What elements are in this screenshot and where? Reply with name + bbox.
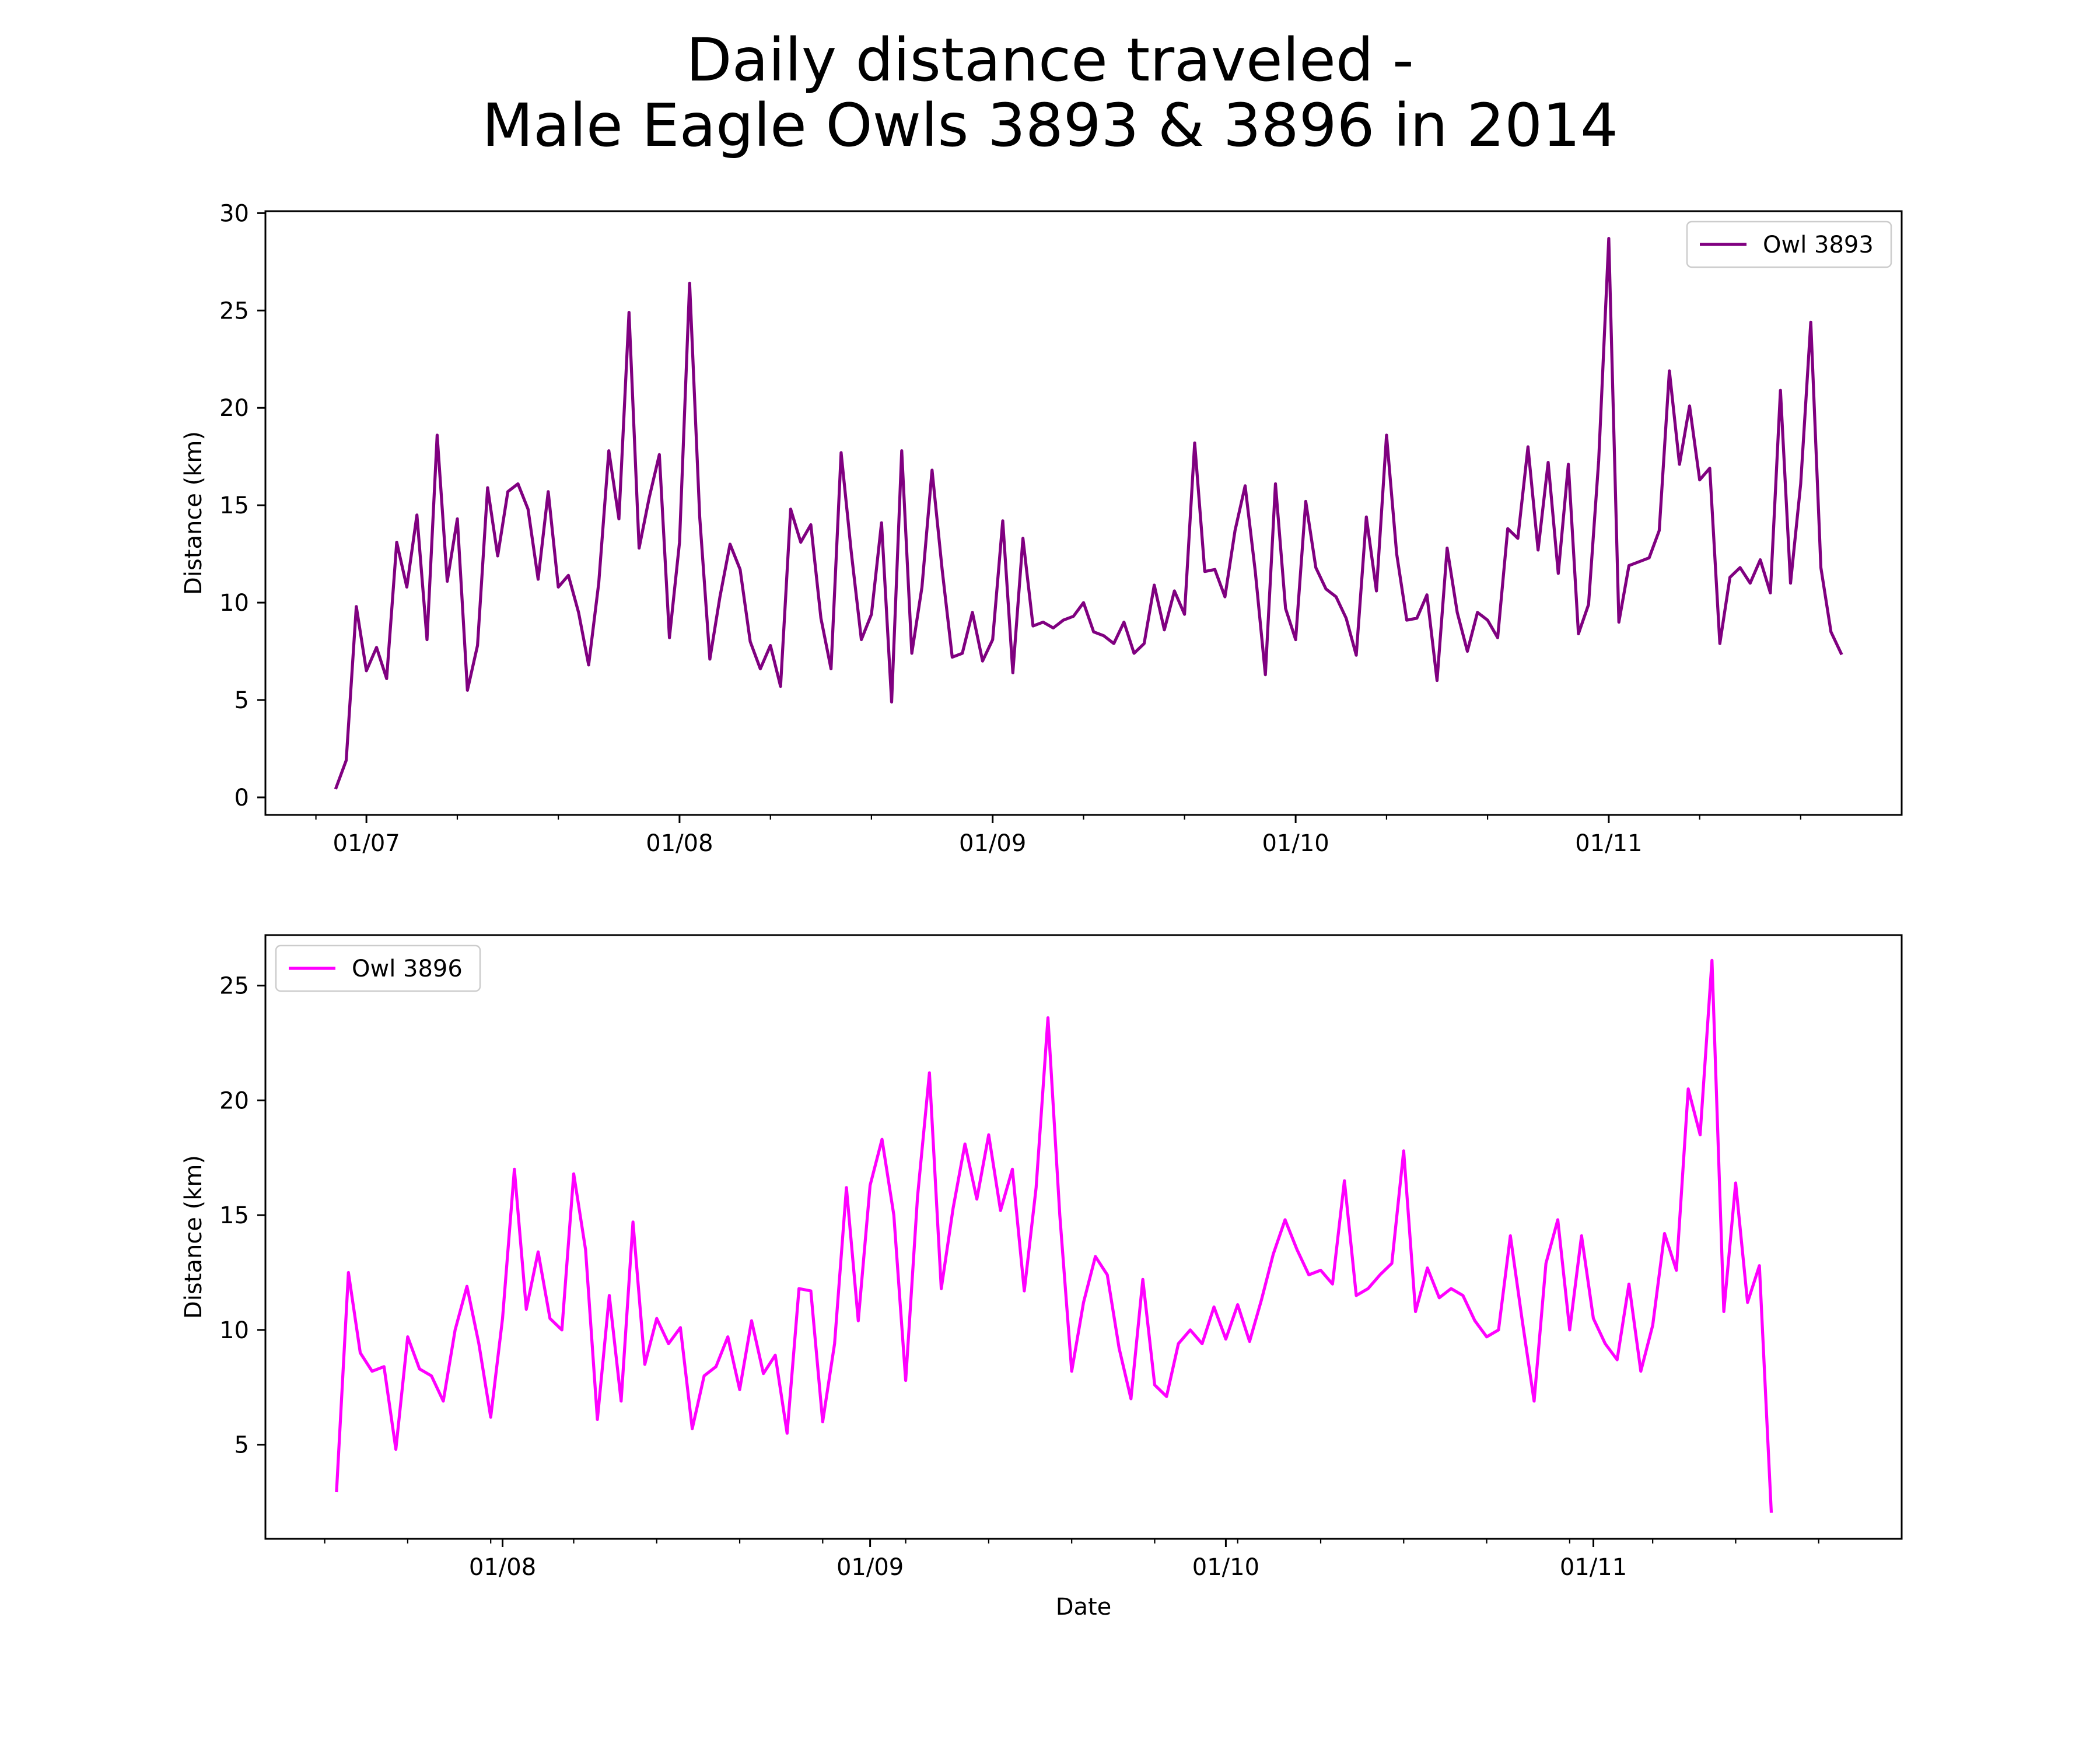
x-tick-label: 01/08 bbox=[469, 1554, 536, 1581]
y-tick-label: 10 bbox=[219, 1317, 249, 1344]
x-tick-label: 01/10 bbox=[1262, 830, 1329, 857]
y-tick-label: 0 bbox=[235, 785, 249, 811]
y-tick-label: 25 bbox=[219, 973, 249, 1000]
y-tick-label: 15 bbox=[219, 1202, 249, 1229]
x-tick-label: 01/10 bbox=[1192, 1554, 1259, 1581]
x-tick-label: 01/09 bbox=[959, 830, 1026, 857]
y-tick-label: 20 bbox=[219, 395, 249, 422]
y-tick-label: 25 bbox=[219, 298, 249, 324]
y-tick-label: 15 bbox=[219, 492, 249, 519]
x-tick-label: 01/09 bbox=[836, 1554, 904, 1581]
legend-label: Owl 3893 bbox=[1763, 232, 1874, 258]
legend: Owl 3896 bbox=[275, 944, 481, 992]
legend: Owl 3893 bbox=[1686, 220, 1892, 268]
legend-box bbox=[1686, 220, 1892, 268]
y-tick-label: 5 bbox=[235, 1432, 249, 1459]
bottom-panel-owl-3896: 5 10 15 20 25 01/08 01/09 01/10 01/11 Distance (k… bbox=[180, 934, 1903, 1620]
top-panel-owl-3893: 0 5 10 15 20 25 30 01/07 01/08 01/09 01/10 01/11 Dis… bbox=[180, 200, 1903, 857]
y-axis-label: Distance (km) bbox=[180, 431, 207, 595]
y-tick-label: 30 bbox=[219, 200, 249, 227]
x-tick-label: 01/08 bbox=[646, 830, 713, 857]
legend-box bbox=[275, 944, 481, 992]
x-axis-label: Date bbox=[1056, 1594, 1112, 1620]
x-tick-label: 01/11 bbox=[1560, 1554, 1627, 1581]
series-line-owl-3893 bbox=[334, 237, 1843, 790]
chart-title-line-2: Male Eagle Owls 3893 & 3896 in 2014 bbox=[482, 91, 1618, 160]
y-tick-label: 10 bbox=[219, 590, 249, 617]
y-axis-label: Distance (km) bbox=[180, 1155, 207, 1319]
legend-label: Owl 3896 bbox=[352, 956, 463, 982]
plot-frame bbox=[264, 934, 1903, 1540]
series-line-owl-3896 bbox=[335, 958, 1773, 1513]
x-tick-label: 01/07 bbox=[333, 830, 400, 857]
chart-title-line-1: Daily distance traveled - bbox=[686, 26, 1414, 95]
x-tick-label: 01/11 bbox=[1575, 830, 1642, 857]
y-tick-label: 5 bbox=[235, 687, 249, 714]
y-tick-label: 20 bbox=[219, 1087, 249, 1114]
